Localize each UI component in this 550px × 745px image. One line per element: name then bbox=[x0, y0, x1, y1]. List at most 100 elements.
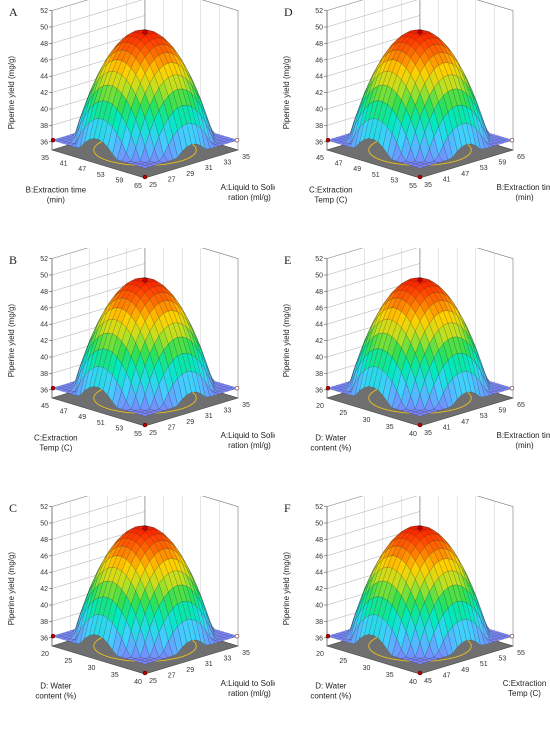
z-tick-label-f: 50 bbox=[315, 521, 323, 528]
right-axis-title-e: B:Extraction tim bbox=[496, 431, 550, 440]
z-tick-label-e: 38 bbox=[315, 371, 323, 378]
right-axis-title-c: ration (ml/g) bbox=[228, 689, 271, 698]
right-axis-tick-label-f: 45 bbox=[424, 678, 432, 685]
z-tick-label-f: 38 bbox=[315, 619, 323, 626]
right-axis-title-b: A:Liquid to Solid bbox=[221, 431, 275, 440]
edge-point-right-a bbox=[234, 137, 240, 143]
chart-e: 36 38 40 42 44 46 48 50 52 Piperine yield (mg/g) 2… bbox=[282, 248, 550, 453]
center-point-f bbox=[417, 525, 423, 531]
response-surface-e bbox=[326, 277, 514, 417]
right-axis-tick-label-c: 33 bbox=[224, 656, 232, 663]
center-point-e bbox=[417, 277, 423, 283]
floor-point-d bbox=[417, 174, 423, 180]
right-axis-tick-label-c: 35 bbox=[242, 650, 250, 657]
right-axis-tick-label-e: 53 bbox=[480, 413, 488, 420]
left-axis-tick-label-d: 45 bbox=[316, 155, 324, 162]
left-axis-title-f: D: Water bbox=[315, 682, 347, 691]
z-tick-label-d: 38 bbox=[315, 123, 323, 130]
right-axis-tick-label-d: 59 bbox=[499, 160, 507, 167]
z-tick-label-a: 46 bbox=[40, 57, 48, 64]
z-tick-label-f: 46 bbox=[315, 553, 323, 560]
right-axis-tick-label-e: 47 bbox=[461, 419, 469, 426]
z-tick-label-d: 48 bbox=[315, 41, 323, 48]
panel-e: 36 38 40 42 44 46 48 50 52 Piperine yield (mg/g) 2… bbox=[275, 248, 550, 496]
surface-facet-e bbox=[414, 413, 426, 417]
z-tick-label-a: 48 bbox=[40, 41, 48, 48]
right-axis-tick-label-f: 55 bbox=[517, 650, 525, 657]
left-axis-tick-label-c: 35 bbox=[111, 672, 119, 679]
response-surface-f bbox=[326, 525, 514, 665]
left-axis-title-f: content (%) bbox=[310, 692, 351, 701]
z-tick-label-b: 36 bbox=[40, 387, 48, 394]
z-tick-label-e: 50 bbox=[315, 273, 323, 280]
panel-f: 36 38 40 42 44 46 48 50 52 Piperine yield (mg/g) 2… bbox=[275, 496, 550, 744]
right-axis-tick-label-b: 31 bbox=[205, 413, 213, 420]
edge-point-left-f bbox=[325, 633, 331, 639]
response-surface-b bbox=[51, 277, 239, 417]
response-surface-a bbox=[51, 29, 239, 169]
center-point-c bbox=[142, 525, 148, 531]
z-tick-label-c: 40 bbox=[40, 603, 48, 610]
z-tick-label-e: 46 bbox=[315, 305, 323, 312]
left-axis-tick-label-e: 35 bbox=[386, 424, 394, 431]
right-axis-tick-label-a: 25 bbox=[149, 182, 157, 189]
left-axis-tick-label-e: 20 bbox=[316, 403, 324, 410]
panel-label-e: E bbox=[284, 253, 291, 267]
chart-f: 36 38 40 42 44 46 48 50 52 Piperine yield (mg/g) 2… bbox=[282, 496, 547, 701]
right-axis-tick-label-f: 51 bbox=[480, 661, 488, 668]
design-points-c bbox=[50, 525, 240, 676]
z-tick-label-a: 42 bbox=[40, 90, 48, 97]
z-tick-label-f: 48 bbox=[315, 537, 323, 544]
center-point-b bbox=[142, 277, 148, 283]
right-axis-title-f: C:Extraction bbox=[503, 679, 547, 688]
left-axis-tick-label-a: 35 bbox=[41, 155, 49, 162]
left-axis-tick-label-e: 40 bbox=[409, 431, 417, 438]
z-tick-label-e: 44 bbox=[315, 322, 323, 329]
z-axis-title-c: Piperine yield (mg/g) bbox=[7, 552, 16, 626]
z-tick-label-b: 48 bbox=[40, 289, 48, 296]
left-axis-tick-label-f: 25 bbox=[339, 658, 347, 665]
right-axis-tick-label-b: 35 bbox=[242, 402, 250, 409]
left-axis-tick-label-e: 25 bbox=[339, 410, 347, 417]
right-axis-tick-label-a: 31 bbox=[205, 165, 213, 172]
z-tick-label-c: 48 bbox=[40, 537, 48, 544]
left-axis-tick-label-f: 35 bbox=[386, 672, 394, 679]
z-tick-label-f: 44 bbox=[315, 570, 323, 577]
z-axis-title-b: Piperine yield (mg/g) bbox=[7, 304, 16, 378]
z-axis-c: 36 38 40 42 44 46 48 50 52 bbox=[40, 504, 53, 646]
right-axis-tick-label-c: 27 bbox=[168, 672, 176, 679]
left-axis-tick-label-b: 51 bbox=[97, 420, 105, 427]
z-tick-label-f: 36 bbox=[315, 635, 323, 642]
right-axis-tick-label-e: 41 bbox=[443, 424, 451, 431]
panel-c: 36 38 40 42 44 46 48 50 52 Piperine yield (mg/g) 2… bbox=[0, 496, 275, 744]
edge-point-left-e bbox=[325, 385, 331, 391]
z-tick-label-d: 36 bbox=[315, 139, 323, 146]
right-axis-tick-label-a: 33 bbox=[224, 160, 232, 167]
right-axis-tick-label-c: 25 bbox=[149, 678, 157, 685]
left-axis-title-b: Temp (C) bbox=[39, 444, 72, 453]
z-tick-label-e: 36 bbox=[315, 387, 323, 394]
surface-facet-c bbox=[139, 661, 151, 665]
panel-label-c: C bbox=[9, 501, 17, 515]
right-axis-tick-label-b: 29 bbox=[186, 419, 194, 426]
right-axis-tick-label-d: 35 bbox=[424, 182, 432, 189]
z-tick-label-e: 42 bbox=[315, 338, 323, 345]
z-tick-label-f: 52 bbox=[315, 504, 323, 511]
left-axis-tick-label-d: 55 bbox=[409, 183, 417, 190]
right-axis-tick-label-a: 35 bbox=[242, 154, 250, 161]
z-tick-label-e: 48 bbox=[315, 289, 323, 296]
z-tick-label-c: 52 bbox=[40, 504, 48, 511]
z-tick-label-c: 38 bbox=[40, 619, 48, 626]
z-tick-label-c: 50 bbox=[40, 521, 48, 528]
chart-a: 36 38 40 42 44 46 48 50 52 Piperine yield (mg/g) 3… bbox=[7, 0, 275, 205]
left-axis-title-c: D: Water bbox=[40, 682, 72, 691]
left-axis-tick-label-a: 41 bbox=[60, 161, 68, 168]
right-axis-tick-label-d: 53 bbox=[480, 165, 488, 172]
z-tick-label-b: 50 bbox=[40, 273, 48, 280]
center-point-a bbox=[142, 29, 148, 35]
right-axis-title-d: B:Extraction tim bbox=[496, 183, 550, 192]
